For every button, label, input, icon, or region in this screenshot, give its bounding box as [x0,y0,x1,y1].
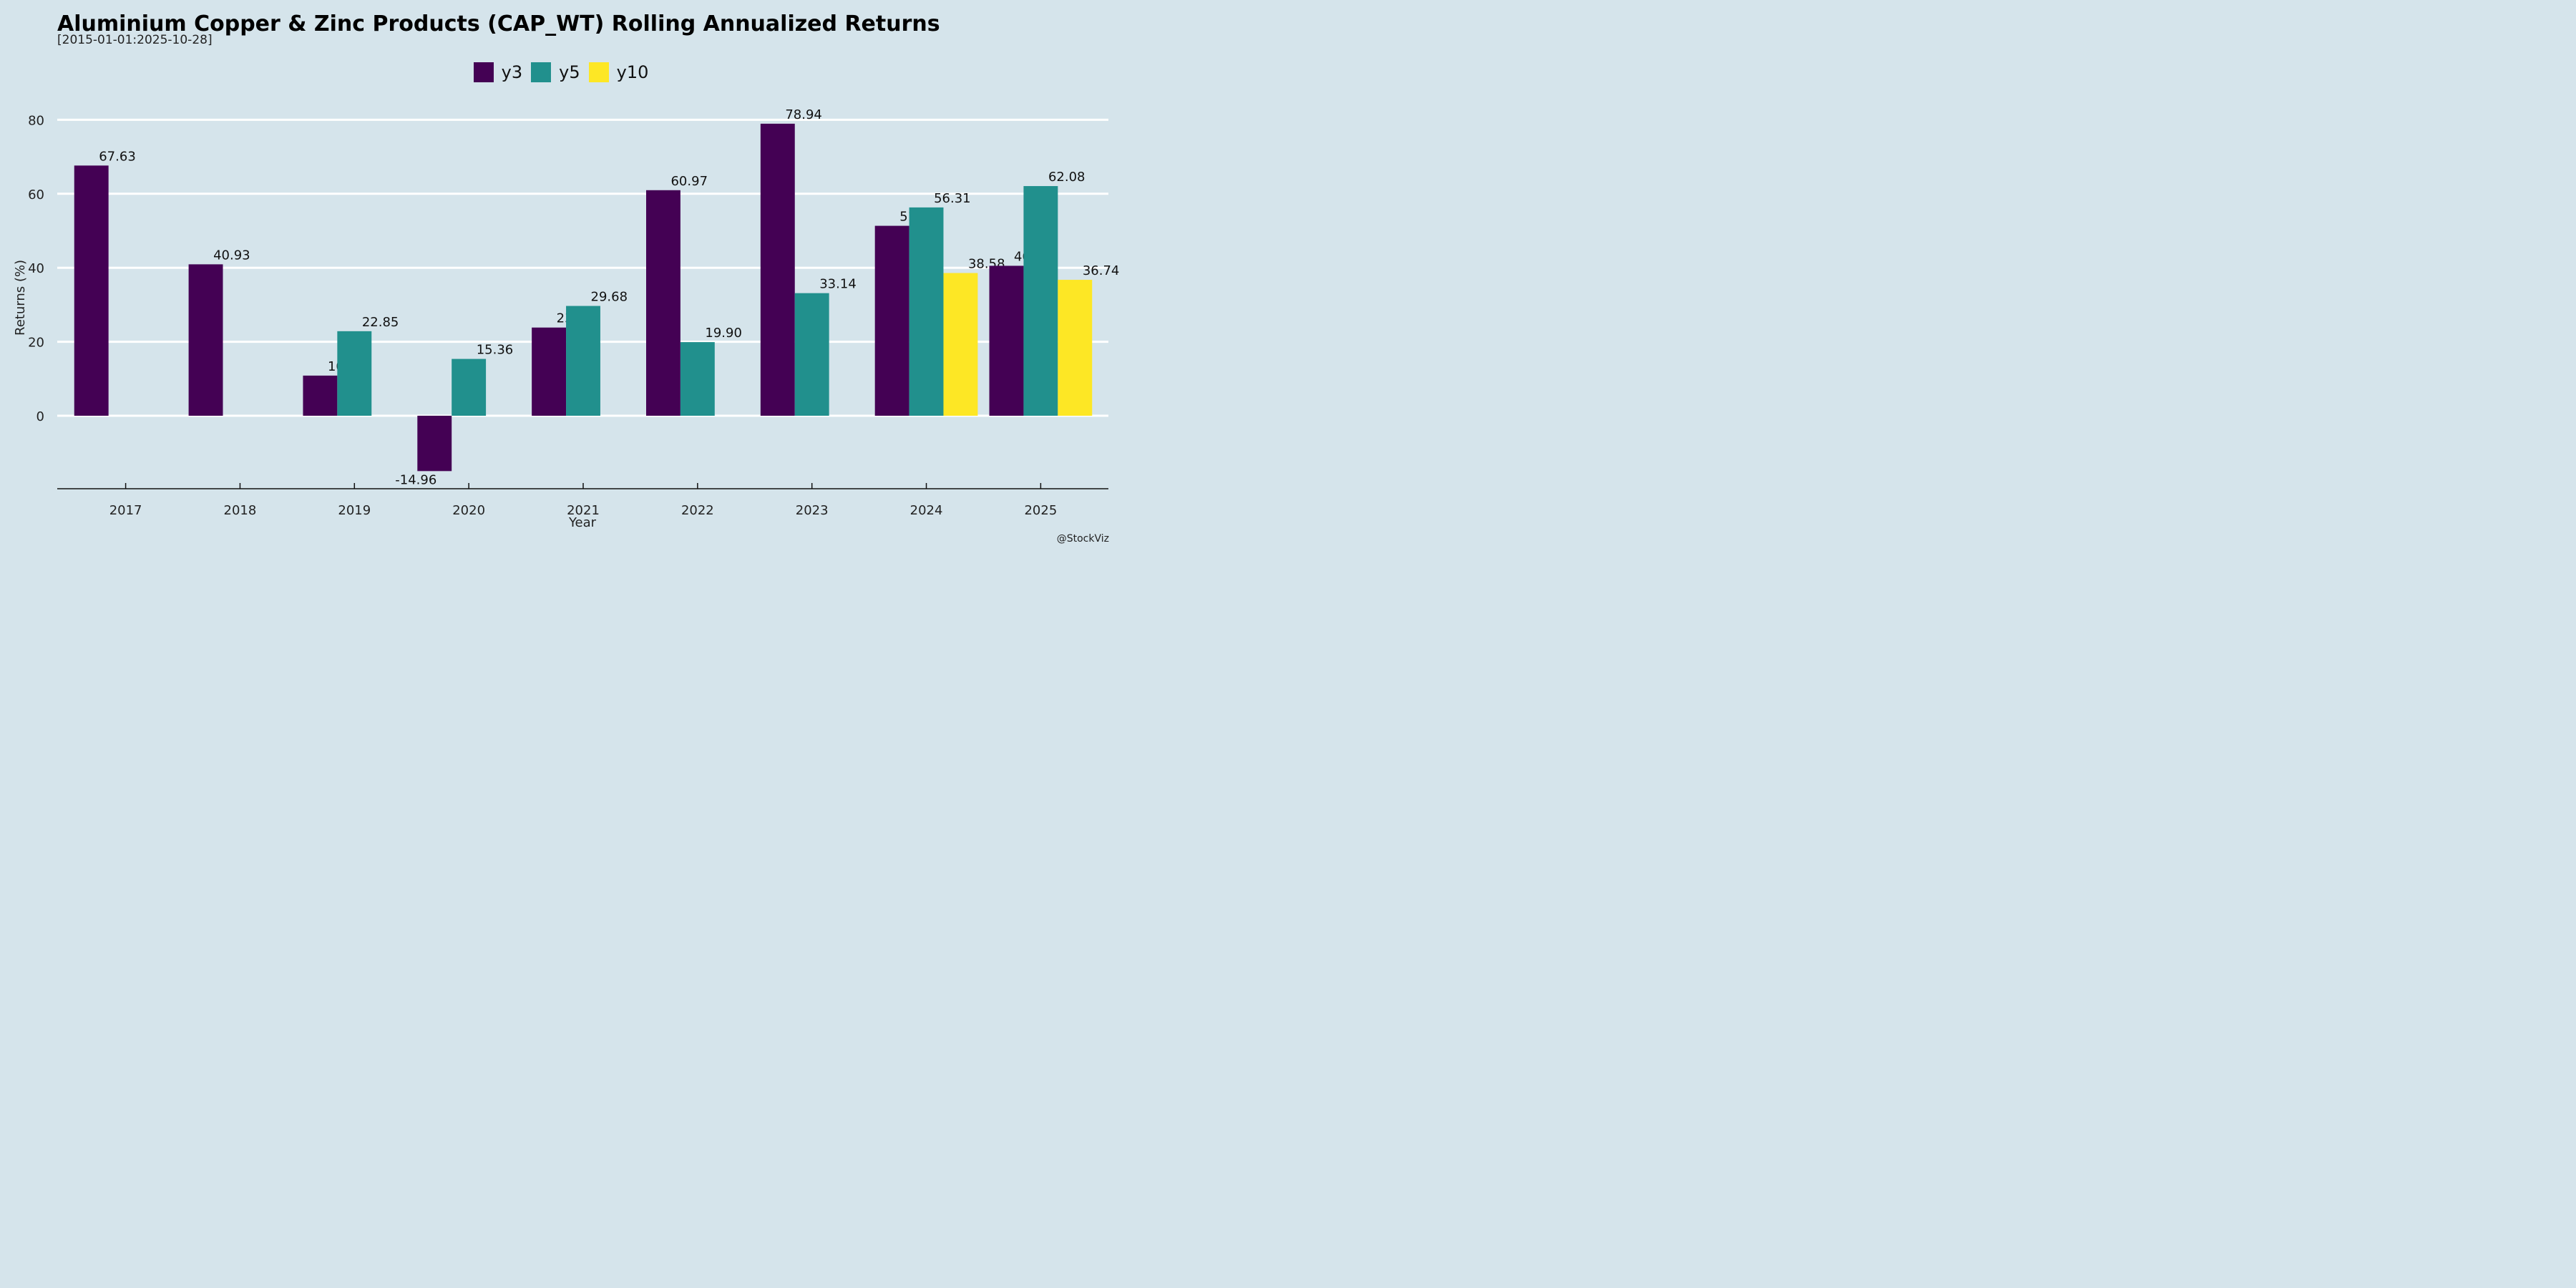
data-label-y5-2024: 56.31 [934,191,971,206]
bar-y3-2019 [303,375,338,416]
bar-y5-2020 [452,358,487,416]
y-axis-label: Returns (%) [13,260,28,336]
data-label-y5-2022: 19.90 [705,326,742,341]
legend-swatch-y10 [588,62,609,82]
bar-y5-2025 [1023,186,1058,416]
legend-label-y5: y5 [559,62,580,82]
y-tick-label: 20 [28,336,44,351]
data-label-y5-2020: 15.36 [477,343,514,358]
bar-y5-2022 [680,342,715,416]
x-tick-label: 2017 [109,503,142,518]
bar-y5-2019 [337,331,372,416]
x-tick-label: 2021 [567,503,600,518]
bar-y5-2024 [909,207,944,416]
legend-item-y10: y10 [588,62,649,82]
data-label-y3-2022: 60.97 [670,174,708,189]
legend-swatch-y3 [473,62,494,82]
bar-y3-2022 [646,190,680,416]
data-label-y5-2021: 29.68 [591,290,628,305]
y-tick-label: 60 [28,187,44,203]
bar-y3-2017 [74,165,109,416]
data-label-y3-2017: 67.63 [99,149,136,164]
data-label-y5-2019: 22.85 [362,315,399,330]
legend-item-y3: y3 [473,62,523,82]
legend: y3 y5 y10 [0,62,1122,82]
legend-label-y3: y3 [501,62,523,82]
x-tick-label: 2022 [681,503,714,518]
x-tick-label: 2023 [796,503,829,518]
chart-plot: 020406080201767.63201840.93201910.8522.8… [13,107,1120,530]
legend-item-y5: y5 [531,62,580,82]
bar-y10-2024 [943,273,978,416]
data-label-y5-2023: 33.14 [819,277,857,292]
data-label-y10-2025: 36.74 [1083,263,1120,278]
bar-y3-2025 [989,265,1024,416]
y-tick-label: 80 [28,113,44,128]
data-label-y3-2018: 40.93 [213,248,250,263]
bar-y3-2021 [532,327,567,416]
bar-y10-2025 [1058,280,1093,416]
bar-y3-2023 [760,123,795,416]
bar-y3-2024 [874,225,909,416]
x-axis-label: Year [568,515,597,530]
x-tick-label: 2025 [1024,503,1057,518]
legend-swatch-y5 [531,62,552,82]
data-label-y3-2023: 78.94 [785,107,822,122]
y-tick-label: 0 [36,409,44,424]
bar-y3-2020 [417,416,452,472]
x-tick-label: 2024 [910,503,943,518]
x-tick-label: 2018 [224,503,257,518]
x-tick-label: 2020 [452,503,485,518]
y-tick-label: 40 [28,261,44,276]
bar-y5-2021 [566,306,600,416]
chart-title: Aluminium Copper & Zinc Products (CAP_WT… [57,11,940,36]
chart-subtitle: [2015-01-01:2025-10-28] [57,33,213,47]
legend-label-y10: y10 [616,62,649,82]
x-tick-label: 2019 [338,503,371,518]
data-label-y5-2025: 62.08 [1048,170,1085,185]
bar-y3-2018 [188,264,223,416]
bar-y5-2023 [794,293,829,416]
data-label-y3-2020: -14.96 [395,472,436,487]
credit-text: @StockViz [1056,533,1109,545]
